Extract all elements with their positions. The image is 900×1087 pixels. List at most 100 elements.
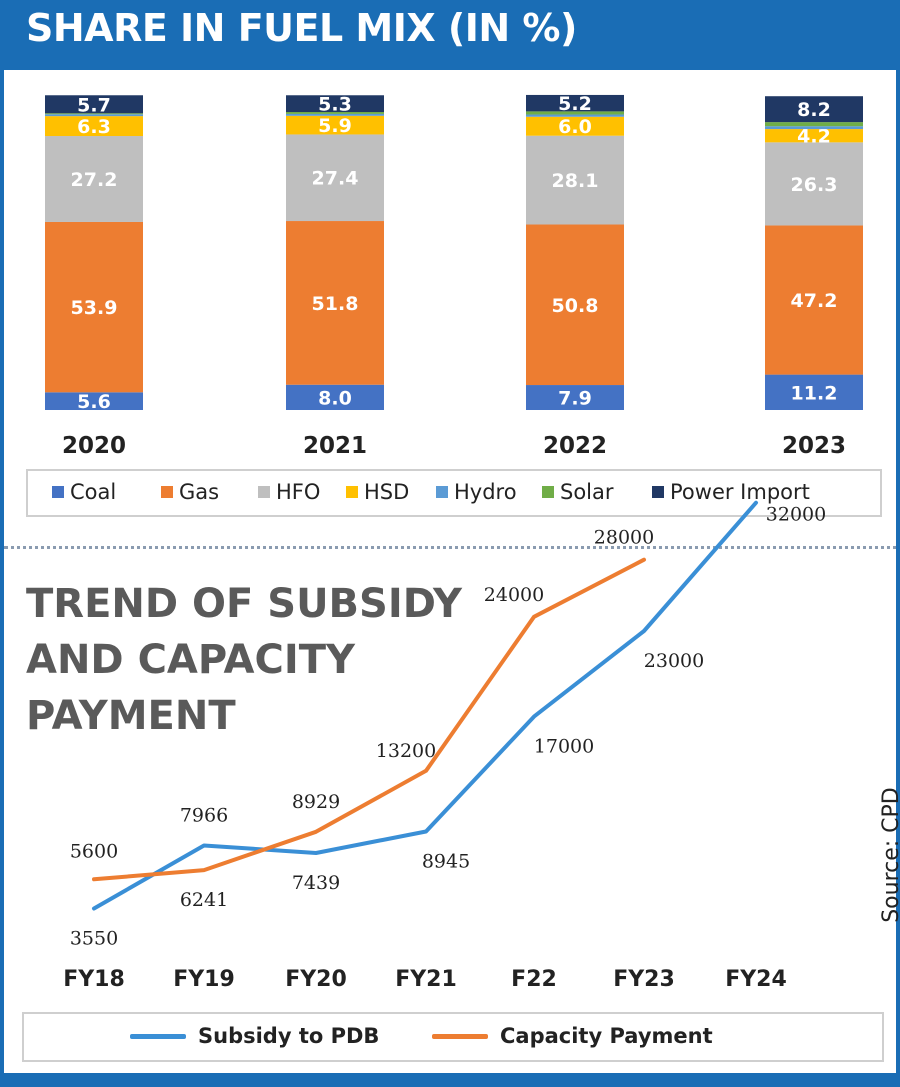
legend-swatch-power-import <box>652 486 664 498</box>
bar-segment-gas-2021 <box>286 221 384 385</box>
data-label-hsd-2022: 6.0 <box>558 116 592 138</box>
bar-segment-hfo-2023 <box>765 142 863 226</box>
bar-segment-hfo-2022 <box>526 135 624 225</box>
data-label-subsidy-to-pdb-FY18: 3550 <box>70 928 118 950</box>
bar-segment-solar-2021 <box>286 112 384 114</box>
data-label-gas-2020: 53.9 <box>71 297 118 319</box>
x-tick-label-2023: 2023 <box>782 433 846 459</box>
data-label-coal-2022: 7.9 <box>558 388 592 410</box>
line-chart-title-line-2: AND CAPACITY <box>26 637 355 683</box>
data-label-hsd-2021: 5.9 <box>318 115 352 137</box>
data-label-hfo-2021: 27.4 <box>312 168 359 190</box>
legend-label-capacity-payment: Capacity Payment <box>500 1024 713 1048</box>
x-tick-label-fy23: FY23 <box>613 967 675 992</box>
legend-item-subsidy-to-pdb: Subsidy to PDB <box>130 1024 379 1048</box>
bar-segment-coal-2021 <box>286 384 384 410</box>
legend-swatch-gas <box>161 486 173 498</box>
data-label-coal-2021: 8.0 <box>318 387 352 409</box>
data-label-capacity-payment-FY18: 5600 <box>70 840 118 862</box>
bar-segment-coal-2023 <box>765 374 863 410</box>
legend-swatch-hsd <box>346 486 358 498</box>
bar-segment-coal-2020 <box>45 392 143 410</box>
data-label-capacity-payment-FY23: 28000 <box>594 527 654 549</box>
bar-segment-solar-2023 <box>765 122 863 127</box>
source-note: Source: CPD <box>879 787 900 923</box>
legend-swatch-hydro <box>436 486 448 498</box>
bar-segment-power-import-2022 <box>526 94 624 112</box>
legend-label-hsd: HSD <box>364 480 410 504</box>
data-label-subsidy-to-pdb-FY21: 8945 <box>422 851 470 873</box>
x-tick-label-fy18: FY18 <box>63 967 125 992</box>
legend-line-subsidy-to-pdb <box>130 1033 186 1039</box>
bar-segment-hydro-2021 <box>286 113 384 116</box>
line-chart-title-line-3: PAYMENT <box>26 693 236 739</box>
data-label-subsidy-to-pdb-FY19: 7966 <box>180 805 228 827</box>
x-tick-label-fy24: FY24 <box>725 967 787 992</box>
bar-segment-hsd-2023 <box>765 129 863 143</box>
legend-item-gas: Gas <box>161 480 219 504</box>
x-tick-label-fy20: FY20 <box>285 967 347 992</box>
data-label-coal-2023: 11.2 <box>791 382 838 404</box>
legend-swatch-hfo <box>258 486 270 498</box>
legend-label-hfo: HFO <box>276 480 321 504</box>
legend-swatch-solar <box>542 486 554 498</box>
legend-line-capacity-payment <box>432 1033 488 1039</box>
legend-label-gas: Gas <box>179 480 220 504</box>
series-line-subsidy-to-pdb <box>92 500 758 911</box>
bottom-band <box>4 1073 900 1087</box>
x-tick-label-f22: F22 <box>511 967 557 992</box>
x-tick-label-2022: 2022 <box>543 433 607 459</box>
data-label-subsidy-to-pdb-FY24: 32000 <box>766 504 826 526</box>
x-tick-label-2021: 2021 <box>303 433 367 459</box>
series-line-capacity-payment <box>92 557 646 882</box>
legend-item-hsd: HSD <box>346 480 409 504</box>
data-label-gas-2022: 50.8 <box>552 295 599 317</box>
legend-item-hfo: HFO <box>258 480 320 504</box>
data-label-power-import-2023: 8.2 <box>797 99 831 121</box>
data-label-power-import-2022: 5.2 <box>558 93 592 115</box>
data-label-gas-2023: 47.2 <box>791 290 838 312</box>
line-chart-title: TREND OF SUBSIDY AND CAPACITY PAYMENT <box>26 576 506 744</box>
legend-item-solar: Solar <box>542 480 614 504</box>
bar-segment-hsd-2020 <box>45 116 143 137</box>
data-label-hsd-2023: 4.2 <box>797 126 831 148</box>
data-label-capacity-payment-FY21: 13200 <box>376 740 436 762</box>
bar-segment-hydro-2023 <box>765 126 863 130</box>
bar-segment-power-import-2021 <box>286 95 384 113</box>
legend-label-hydro: Hydro <box>454 480 517 504</box>
title-band: SHARE IN FUEL MIX (IN %) <box>4 0 900 70</box>
data-label-subsidy-to-pdb-FY20: 7439 <box>292 872 340 894</box>
data-label-capacity-payment-FY20: 8929 <box>292 791 340 813</box>
bar-segment-hydro-2022 <box>526 114 624 117</box>
x-tick-label-fy21: FY21 <box>395 967 457 992</box>
legend-label-solar: Solar <box>560 480 614 504</box>
x-tick-label-fy19: FY19 <box>173 967 235 992</box>
data-label-capacity-payment-F22: 24000 <box>484 584 544 606</box>
bar-segment-hfo-2021 <box>286 134 384 222</box>
legend-label-subsidy-to-pdb: Subsidy to PDB <box>198 1024 380 1048</box>
legend-item-coal: Coal <box>52 480 116 504</box>
bar-segment-hydro-2020 <box>45 114 143 117</box>
data-label-coal-2020: 5.6 <box>77 391 111 413</box>
data-label-subsidy-to-pdb-F22: 17000 <box>534 736 594 758</box>
data-label-capacity-payment-FY19: 6241 <box>180 889 228 911</box>
data-label-hfo-2023: 26.3 <box>791 174 838 196</box>
x-tick-label-2020: 2020 <box>62 433 126 459</box>
bar-segment-hsd-2022 <box>526 116 624 136</box>
data-label-hfo-2020: 27.2 <box>71 169 118 191</box>
bar-segment-gas-2022 <box>526 224 624 386</box>
bar-segment-power-import-2023 <box>765 96 863 123</box>
data-label-hfo-2022: 28.1 <box>552 170 599 192</box>
subsidy-line-chart: 3550 7966 7439 8945 17000 23000 32000 5600 6241 8… <box>63 500 826 992</box>
bar-segment-hsd-2021 <box>286 115 384 135</box>
data-label-power-import-2021: 5.3 <box>318 94 352 116</box>
data-label-subsidy-to-pdb-FY23: 23000 <box>644 650 704 672</box>
bar-segment-gas-2023 <box>765 225 863 375</box>
subsidy-legend: Subsidy to PDB Capacity Payment <box>22 1012 884 1062</box>
bar-segment-solar-2020 <box>45 113 143 115</box>
legend-item-hydro: Hydro <box>436 480 517 504</box>
fuel-mix-legend: Coal Gas HFO HSD Hydro Solar Power Import <box>26 469 882 517</box>
legend-swatch-coal <box>52 486 64 498</box>
section-divider <box>4 546 900 549</box>
legend-item-capacity-payment: Capacity Payment <box>432 1024 713 1048</box>
